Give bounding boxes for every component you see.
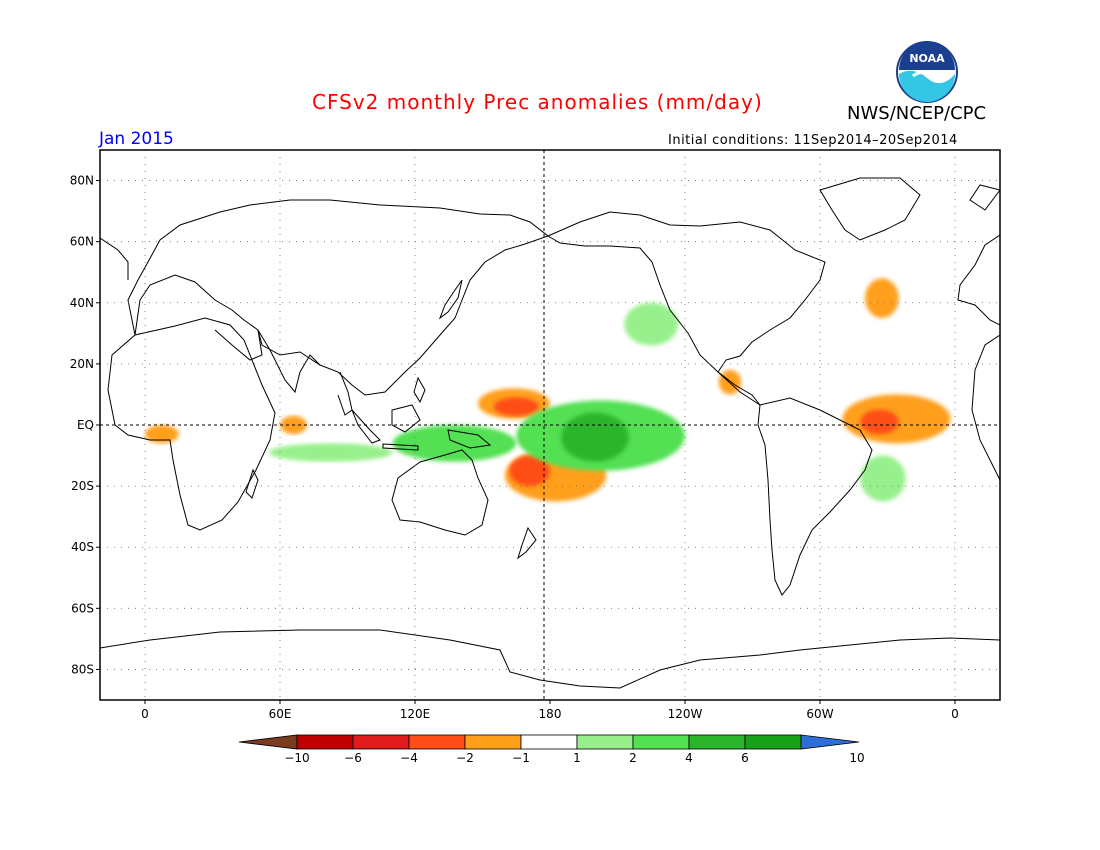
lat-label: 80N [70, 174, 94, 188]
longitude-labels: 0 60E 120E 180 120W 60W 0 [141, 700, 959, 721]
initial-conditions-label: Initial conditions: [668, 133, 789, 148]
colorbar-tick-label: −1 [512, 751, 530, 765]
colorbar-tick-label: −10 [284, 751, 309, 765]
africa-right-coast [971, 334, 1000, 481]
colorbar-high-arrow [800, 734, 860, 750]
colorbar-segment [576, 734, 634, 750]
lon-label: 0 [141, 707, 149, 721]
colorbar-tick-label: 1 [573, 751, 581, 765]
new-guinea-coast [447, 429, 492, 449]
colorbar-segment [352, 734, 410, 750]
lat-label: 20N [70, 357, 94, 371]
lat-label: 60S [71, 601, 94, 615]
anomaly-region-5 [561, 412, 629, 462]
anomaly-region-8 [624, 302, 679, 346]
colorbar-tick-label: −6 [344, 751, 362, 765]
anomaly-region-3 [509, 455, 550, 487]
europe-right-coast [957, 234, 1000, 326]
india-coast [257, 329, 321, 394]
logo-text: NOAA [909, 52, 945, 65]
new-zealand-coast [517, 526, 537, 560]
gridlines [100, 150, 1000, 700]
lon-label: 120W [668, 707, 703, 721]
lon-label: 180 [539, 707, 562, 721]
lat-label: EQ [77, 418, 94, 432]
latitude-labels: 80N 60N 40N 20N EQ 20S 40S 60S 80S [70, 174, 100, 676]
chart-title: CFSv2 monthly Prec anomalies (mm/day) [312, 90, 763, 114]
colorbar-segment [632, 734, 690, 750]
lat-label: 60N [70, 235, 94, 249]
anomaly-region-6 [392, 425, 517, 462]
philippines-coast [413, 376, 426, 404]
lat-label: 80S [71, 662, 94, 676]
colorbar-segment [688, 734, 746, 750]
colorbar-segment [464, 734, 522, 750]
target-month-label: Jan 2015 [99, 129, 174, 149]
anomaly-region-13 [865, 278, 899, 319]
anomaly-region-14 [860, 455, 906, 502]
lat-label: 40S [71, 540, 94, 554]
anomaly-region-1 [493, 397, 539, 416]
colorbar-tick-label: 4 [685, 751, 693, 765]
colorbar-tick-label: 10 [849, 751, 864, 765]
noaa-logo: NOAA [896, 41, 958, 103]
sumatra-coast [351, 409, 381, 444]
madagascar-coast [245, 468, 259, 499]
colorbar-tick-label: 6 [741, 751, 749, 765]
colorbar-segment [296, 734, 354, 750]
borneo-coast [391, 404, 421, 433]
anomaly-region-15 [718, 370, 742, 395]
africa-coast [107, 317, 276, 531]
eurasia-coast [127, 199, 550, 396]
australia-coast [391, 449, 489, 536]
colorbar-segment [408, 734, 466, 750]
americas-left-coast [100, 237, 129, 280]
greenland-coast [819, 177, 921, 241]
svalbard-coast [969, 184, 1000, 211]
lon-label: 0 [951, 707, 959, 721]
north-america-coast [546, 211, 826, 406]
anomaly-region-11 [145, 425, 179, 444]
south-america-coast [757, 397, 873, 596]
lat-label: 20S [71, 479, 94, 493]
coastlines [100, 177, 1000, 689]
colorbar-segment [520, 734, 578, 750]
lon-label: 120E [400, 707, 431, 721]
colorbar-tick-label: −4 [400, 751, 418, 765]
colorbar-low-arrow [238, 734, 298, 750]
japan-coast [438, 279, 463, 320]
colorbar-tick-label: 2 [629, 751, 637, 765]
lat-label: 40N [70, 296, 94, 310]
anomaly-region-7 [268, 443, 393, 462]
organization-label: NWS/NCEP/CPC [847, 103, 987, 124]
antarctica-coast [100, 629, 1000, 689]
colorbar-segment [744, 734, 802, 750]
arabia-coast [214, 329, 263, 361]
initial-conditions-value: 11Sep2014–20Sep2014 [793, 133, 958, 148]
lon-label: 60W [806, 707, 833, 721]
colorbar-tick-label: −2 [456, 751, 474, 765]
lon-label: 60E [269, 707, 292, 721]
colorbar: −10 −6 −4 −2 −1 1 2 4 6 10 [238, 734, 865, 765]
initial-conditions: Initial conditions: 11Sep2014–20Sep2014 [668, 133, 958, 148]
java-coast [382, 443, 419, 451]
anomaly-region-10 [860, 409, 899, 435]
